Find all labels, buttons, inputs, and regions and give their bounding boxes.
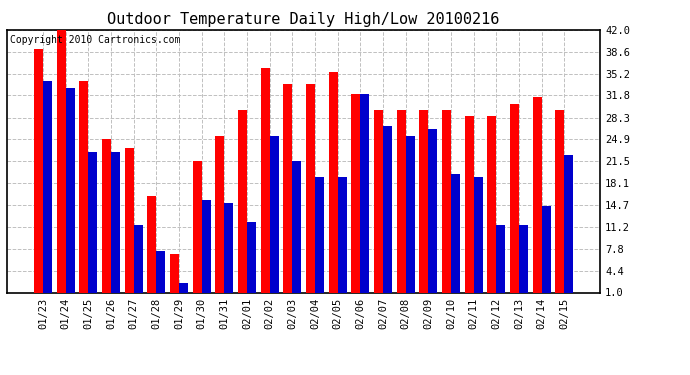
Bar: [487, 116, 496, 299]
Bar: [88, 152, 97, 299]
Bar: [147, 196, 156, 299]
Bar: [293, 161, 302, 299]
Bar: [247, 222, 256, 299]
Bar: [34, 49, 43, 299]
Bar: [397, 110, 406, 299]
Bar: [420, 110, 428, 299]
Bar: [170, 254, 179, 299]
Title: Outdoor Temperature Daily High/Low 20100216: Outdoor Temperature Daily High/Low 20100…: [108, 12, 500, 27]
Bar: [360, 94, 369, 299]
Bar: [510, 104, 519, 299]
Bar: [102, 139, 111, 299]
Bar: [328, 72, 337, 299]
Bar: [555, 110, 564, 299]
Bar: [270, 136, 279, 299]
Bar: [66, 88, 75, 299]
Bar: [428, 129, 437, 299]
Bar: [374, 110, 383, 299]
Bar: [215, 136, 224, 299]
Bar: [124, 148, 134, 299]
Bar: [179, 283, 188, 299]
Bar: [473, 177, 483, 299]
Bar: [406, 136, 415, 299]
Bar: [337, 177, 346, 299]
Bar: [542, 206, 551, 299]
Bar: [201, 200, 210, 299]
Bar: [351, 94, 360, 299]
Bar: [238, 110, 247, 299]
Bar: [464, 116, 473, 299]
Bar: [156, 251, 166, 299]
Bar: [451, 174, 460, 299]
Bar: [193, 161, 201, 299]
Bar: [315, 177, 324, 299]
Bar: [533, 97, 542, 299]
Bar: [224, 203, 233, 299]
Bar: [442, 110, 451, 299]
Bar: [383, 126, 392, 299]
Bar: [111, 152, 120, 299]
Text: Copyright 2010 Cartronics.com: Copyright 2010 Cartronics.com: [10, 35, 180, 45]
Bar: [496, 225, 505, 299]
Bar: [283, 84, 293, 299]
Bar: [519, 225, 528, 299]
Bar: [134, 225, 143, 299]
Bar: [306, 84, 315, 299]
Bar: [261, 68, 270, 299]
Bar: [43, 81, 52, 299]
Bar: [79, 81, 88, 299]
Bar: [57, 30, 66, 299]
Bar: [564, 155, 573, 299]
